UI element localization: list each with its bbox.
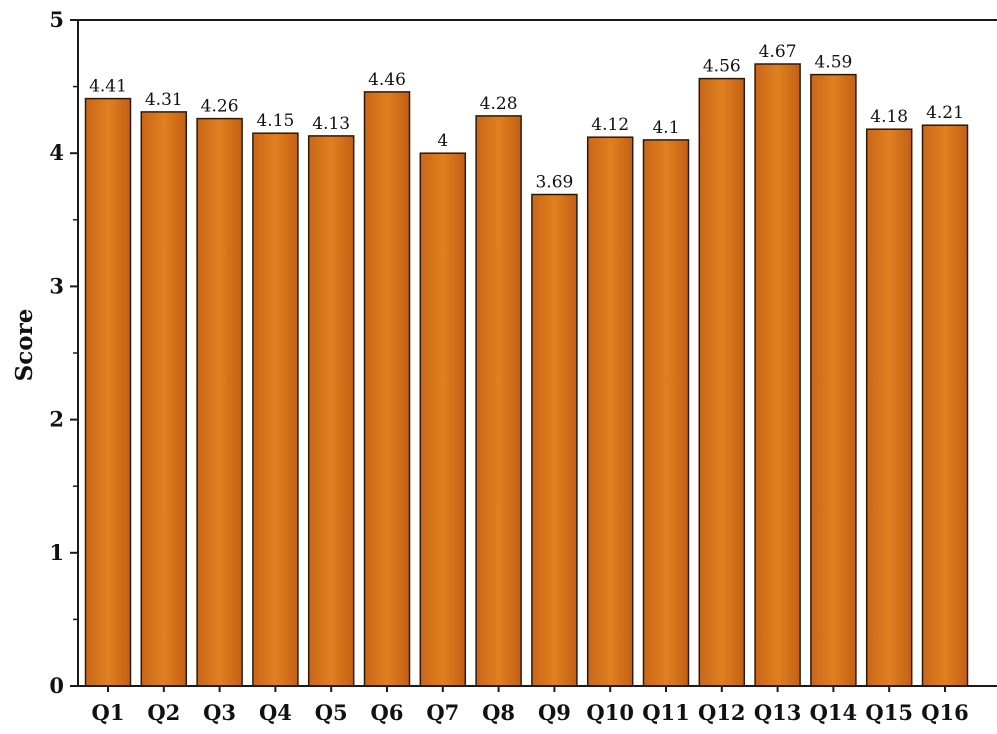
x-tick-label-q9: Q9 xyxy=(538,700,571,725)
x-tick-label-q13: Q13 xyxy=(754,700,802,725)
bar-q9 xyxy=(531,193,578,687)
data-label-q9: 3.69 xyxy=(535,173,573,193)
bars-layer xyxy=(84,63,969,687)
x-tick-label-q10: Q10 xyxy=(586,700,634,725)
y-axis-title: Score xyxy=(11,309,38,382)
bar-q8 xyxy=(475,115,522,687)
data-labels-layer: 4.41 4.31 4.26 4.15 4.13 4.46 4 4.28 3.69 4.12 4.1… xyxy=(89,42,964,193)
bar-q11 xyxy=(642,139,690,687)
data-label-q2: 4.31 xyxy=(145,90,183,110)
x-tick-label-q4: Q4 xyxy=(259,700,292,725)
data-label-q15: 4.18 xyxy=(870,107,908,127)
bar-q16 xyxy=(921,124,969,687)
bar-q5 xyxy=(307,135,355,687)
data-label-q13: 4.67 xyxy=(759,42,797,62)
data-label-q14: 4.59 xyxy=(814,53,852,73)
x-tick-label-q6: Q6 xyxy=(371,700,404,725)
bar-q1 xyxy=(84,97,132,687)
bar-q14 xyxy=(810,73,857,687)
bar-q6 xyxy=(363,91,411,687)
data-label-q7: 4 xyxy=(437,131,448,151)
x-tick-label-q7: Q7 xyxy=(426,700,459,725)
data-label-q5: 4.13 xyxy=(312,114,350,134)
y-tick-label-3: 3 xyxy=(49,273,64,298)
x-tick-label-q3: Q3 xyxy=(203,700,236,725)
bar-q15 xyxy=(865,128,913,687)
y-tick-label-4: 4 xyxy=(49,140,64,165)
data-label-q1: 4.41 xyxy=(89,77,127,97)
y-tick-label-5: 5 xyxy=(49,7,64,32)
x-tick-label-q8: Q8 xyxy=(482,700,515,725)
bar-q12 xyxy=(698,77,746,687)
bar-q2 xyxy=(140,111,188,687)
data-label-q3: 4.26 xyxy=(201,97,239,117)
x-tick-label-q15: Q15 xyxy=(865,700,913,725)
data-label-q12: 4.56 xyxy=(703,57,741,77)
y-axis-ticks: 0 1 2 3 4 5 xyxy=(49,7,78,698)
x-tick-label-q14: Q14 xyxy=(810,700,858,725)
bar-q13 xyxy=(754,63,801,687)
x-tick-label-q16: Q16 xyxy=(921,700,969,725)
bar-q7 xyxy=(419,152,467,687)
x-axis-ticks: Q1 Q2 Q3 Q4 Q5 Q6 Q7 Q8 Q9 Q10 Q11 Q12 Q13 Q14 Q15 Q16 xyxy=(92,686,969,725)
data-label-q10: 4.12 xyxy=(591,115,629,135)
y-tick-label-1: 1 xyxy=(49,540,64,565)
data-label-q11: 4.1 xyxy=(652,118,679,138)
data-label-q4: 4.15 xyxy=(256,111,294,131)
x-tick-label-q12: Q12 xyxy=(698,700,746,725)
data-label-q8: 4.28 xyxy=(480,94,518,114)
data-label-q6: 4.46 xyxy=(368,70,406,90)
x-tick-label-q11: Q11 xyxy=(642,700,690,725)
bar-q10 xyxy=(586,136,634,687)
bar-q3 xyxy=(196,117,243,687)
bar-q4 xyxy=(252,132,299,687)
x-tick-label-q2: Q2 xyxy=(147,700,180,725)
x-tick-label-q5: Q5 xyxy=(315,700,348,725)
y-tick-label-0: 0 xyxy=(49,673,64,698)
x-tick-label-q1: Q1 xyxy=(92,700,125,725)
data-label-q16: 4.21 xyxy=(926,103,964,123)
y-tick-label-2: 2 xyxy=(49,407,64,432)
